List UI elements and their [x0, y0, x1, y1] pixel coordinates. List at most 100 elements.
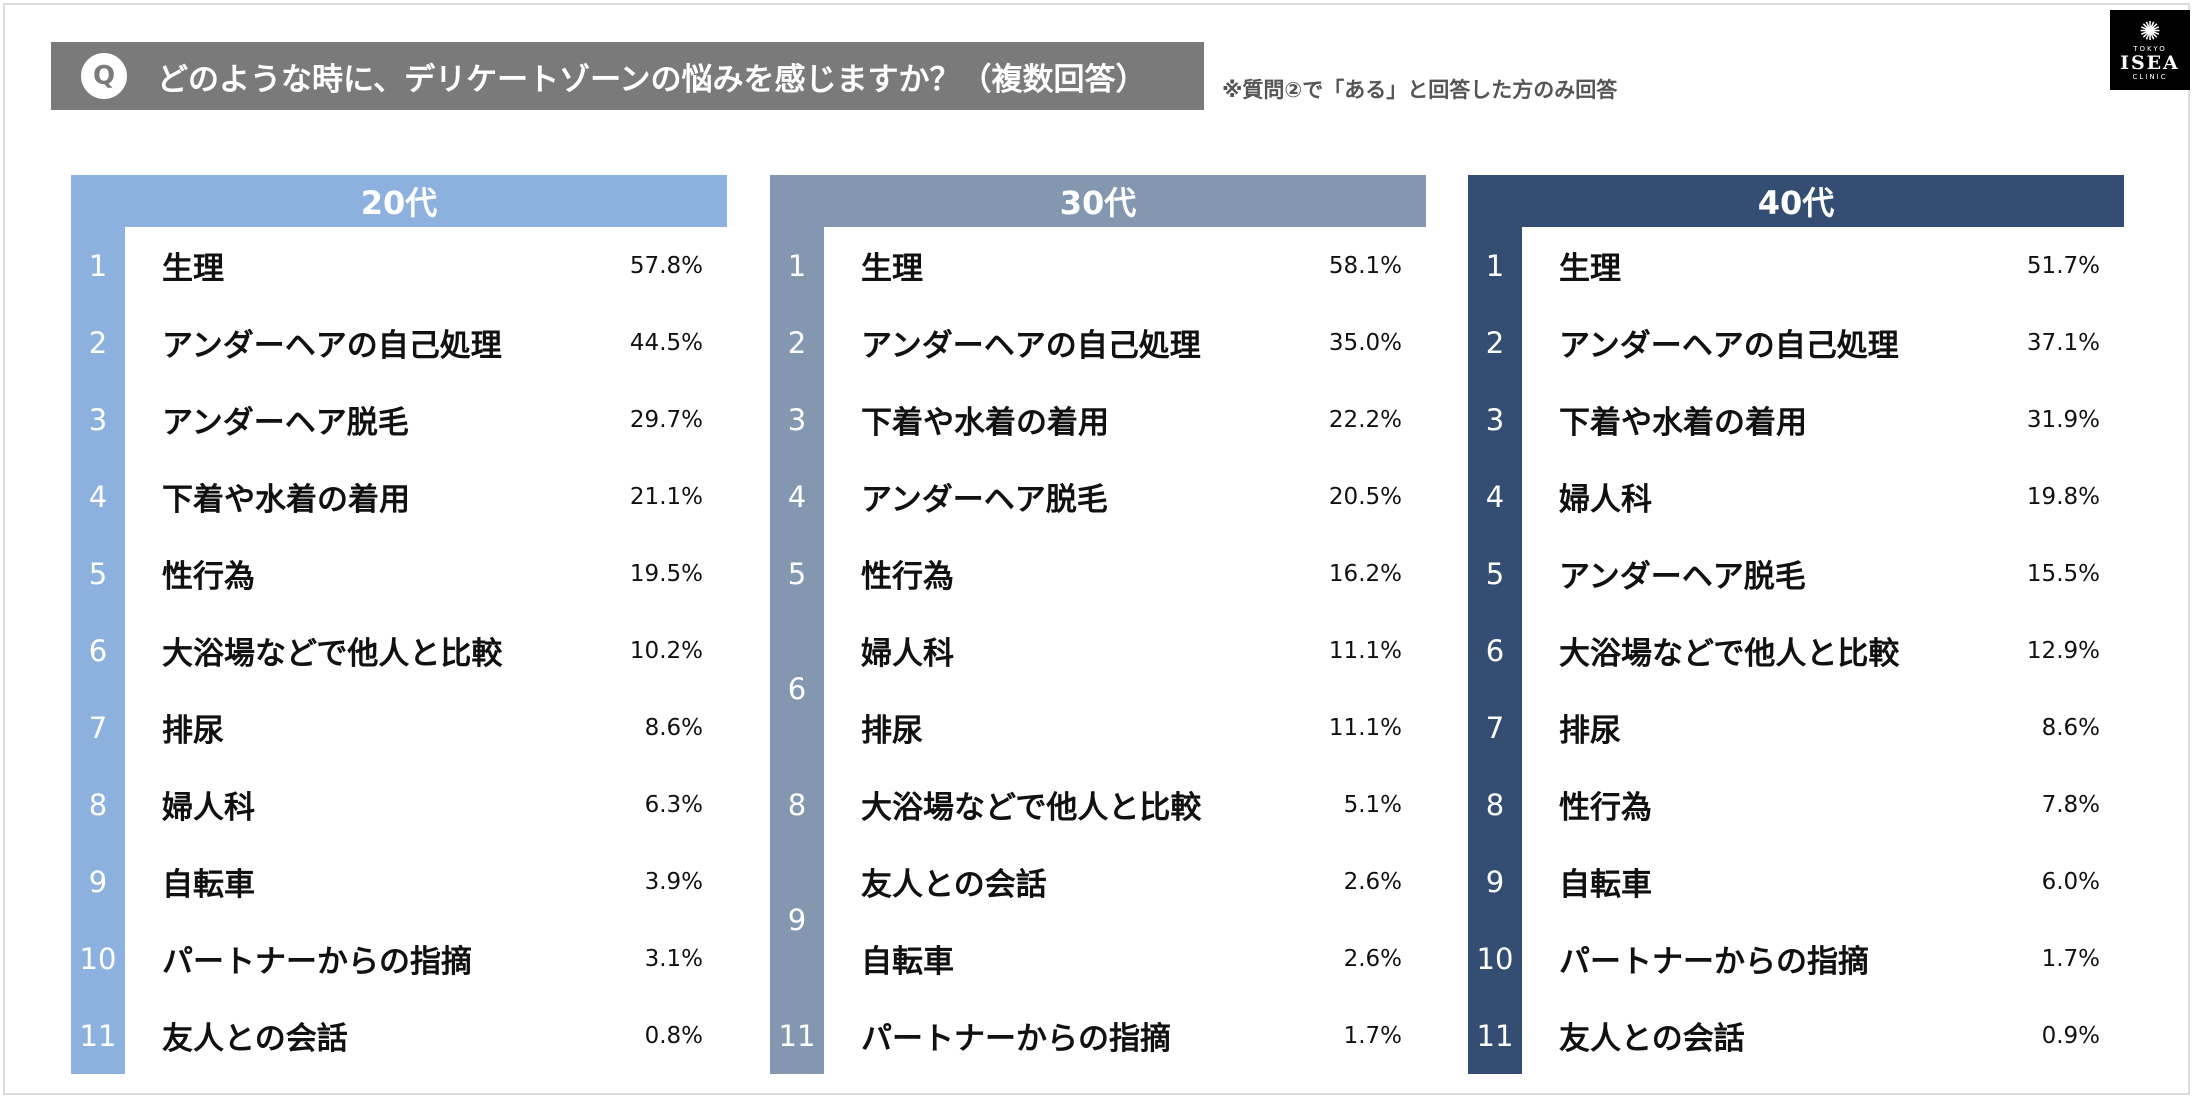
rank-number: 5	[1485, 556, 1505, 591]
item-value: 19.8%	[2026, 483, 2100, 510]
item-value: 31.9%	[2026, 406, 2100, 433]
item-label: 友人との会話	[861, 867, 1047, 903]
item-value: 16.2%	[1328, 560, 1402, 587]
item-label: 婦人科	[861, 636, 954, 672]
item-value: 11.1%	[1328, 714, 1402, 741]
starburst-icon: ✺	[2139, 17, 2161, 47]
item-label: アンダーヘアの自己処理	[1559, 328, 1899, 364]
item-value: 51.7%	[2026, 252, 2100, 279]
item-value: 3.9%	[644, 868, 703, 895]
rank-bar-20s: 1 2 3 4 5 6 7 8 9 10 11	[71, 227, 125, 1074]
rank-number: 11	[1476, 1018, 1514, 1053]
rank-number: 7	[1485, 710, 1505, 745]
item-label: 大浴場などで他人と比較	[1559, 636, 1900, 672]
item-value: 21.1%	[629, 483, 703, 510]
item-value: 3.1%	[644, 945, 703, 972]
item-label: 排尿	[162, 713, 224, 749]
item-value: 6.0%	[2041, 868, 2100, 895]
panel-header-20s: 20代	[71, 175, 727, 227]
rank-number: 4	[88, 479, 108, 514]
item-label: 生理	[162, 251, 224, 287]
rank-number: 4	[1485, 479, 1505, 514]
item-value: 22.2%	[1328, 406, 1402, 433]
rank-number: 6	[787, 672, 807, 706]
rank-number: 11	[778, 1018, 816, 1053]
item-label: 性行為	[861, 559, 954, 595]
question-text: どのような時に、デリケートゾーンの悩みを感じますか？（複数回答）	[157, 61, 1147, 98]
item-value: 29.7%	[629, 406, 703, 433]
item-value: 15.5%	[2026, 560, 2100, 587]
item-label: 大浴場などで他人と比較	[861, 790, 1202, 826]
rank-number: 8	[1485, 787, 1505, 822]
rank-bar-40s: 1 2 3 4 5 6 7 8 9 10 11	[1468, 227, 1522, 1074]
isea-clinic-logo: ✺ TOKYO ISEA CLINIC	[2110, 10, 2190, 90]
item-value: 12.9%	[2026, 637, 2100, 664]
item-label: 排尿	[861, 713, 923, 749]
question-note: ※質問②で「ある」と回答した方のみ回答	[1222, 78, 1618, 102]
rank-number: 10	[1476, 941, 1514, 976]
item-value: 2.6%	[1343, 868, 1402, 895]
rank-number: 2	[1485, 325, 1505, 360]
item-label: 友人との会話	[1559, 1021, 1745, 1057]
item-label: アンダーヘアの自己処理	[162, 328, 502, 364]
rank-number: 9	[1485, 864, 1505, 899]
item-label: 下着や水着の着用	[1559, 405, 1807, 441]
rank-number: 3	[1485, 402, 1505, 437]
rank-number: 1	[787, 248, 807, 283]
item-value: 44.5%	[629, 329, 703, 356]
item-value: 8.6%	[2041, 714, 2100, 741]
item-value: 0.8%	[644, 1022, 703, 1049]
rank-number: 2	[88, 325, 108, 360]
item-value: 1.7%	[2041, 945, 2100, 972]
item-label: 下着や水着の着用	[162, 482, 410, 518]
rank-number: 3	[88, 402, 108, 437]
rank-number: 7	[88, 710, 108, 745]
rank-number: 1	[1485, 248, 1505, 283]
item-value: 57.8%	[629, 252, 703, 279]
item-value: 5.1%	[1343, 791, 1402, 818]
rank-number: 10	[79, 941, 117, 976]
rank-number: 3	[787, 402, 807, 437]
rank-bar-30s: 1 2 3 4 5 6 8 9 11	[770, 227, 824, 1074]
item-label: パートナーからの指摘	[1559, 944, 1869, 980]
item-label: 自転車	[1559, 867, 1652, 903]
rank-number: 11	[79, 1018, 117, 1053]
item-value: 19.5%	[629, 560, 703, 587]
rank-number: 5	[787, 556, 807, 591]
q-badge: Q	[81, 53, 127, 99]
logo-clinic: CLINIC	[2132, 73, 2168, 81]
logo-tokyo: TOKYO	[2133, 45, 2167, 53]
panel-20s: 20代 1 2 3 4 5 6 7 8 9 10 11 生理 57.8% アンダ…	[71, 175, 727, 1074]
panel-30s: 30代 1 2 3 4 5 6 8 9 11 生理 58.1% アンダーヘアの自…	[770, 175, 1426, 1074]
item-value: 2.6%	[1343, 945, 1402, 972]
panel-40s: 40代 1 2 3 4 5 6 7 8 9 10 11 生理 51.7% アンダ…	[1468, 175, 2124, 1074]
item-value: 20.5%	[1328, 483, 1402, 510]
item-value: 7.8%	[2041, 791, 2100, 818]
item-label: 性行為	[162, 559, 255, 595]
item-label: 自転車	[162, 867, 255, 903]
item-label: 排尿	[1559, 713, 1621, 749]
rank-number: 1	[88, 248, 108, 283]
rank-number: 8	[787, 787, 807, 822]
rank-number: 4	[787, 479, 807, 514]
item-label: アンダーヘアの自己処理	[861, 328, 1201, 364]
panel-header-30s: 30代	[770, 175, 1426, 227]
item-value: 8.6%	[644, 714, 703, 741]
rank-number: 6	[1485, 633, 1505, 668]
item-value: 10.2%	[629, 637, 703, 664]
item-value: 58.1%	[1328, 252, 1402, 279]
rank-number: 9	[88, 864, 108, 899]
logo-name: ISEA	[2120, 52, 2180, 74]
item-label: 婦人科	[1559, 482, 1652, 518]
item-label: 婦人科	[162, 790, 255, 826]
item-label: 大浴場などで他人と比較	[162, 636, 503, 672]
rank-number: 2	[787, 325, 807, 360]
rank-number: 6	[88, 633, 108, 668]
item-value: 6.3%	[644, 791, 703, 818]
item-value: 37.1%	[2026, 329, 2100, 356]
item-label: パートナーからの指摘	[162, 944, 472, 980]
rank-number: 5	[88, 556, 108, 591]
item-value: 11.1%	[1328, 637, 1402, 664]
item-label: 生理	[861, 251, 923, 287]
slide-frame	[3, 3, 2190, 1095]
